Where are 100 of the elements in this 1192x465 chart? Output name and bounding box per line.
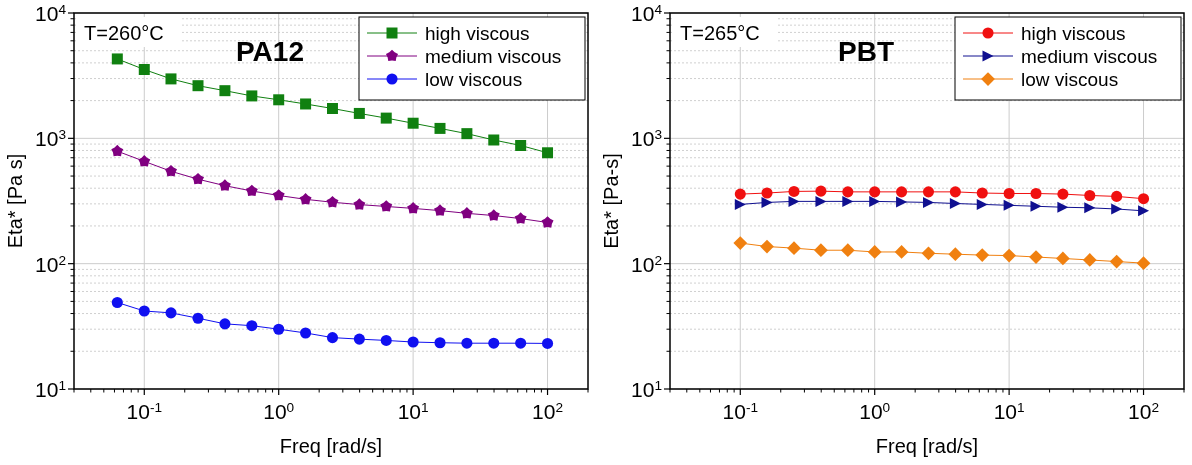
point bbox=[896, 196, 908, 208]
point bbox=[975, 248, 990, 262]
point bbox=[761, 196, 773, 208]
point bbox=[896, 186, 908, 198]
x-tick-label: 10$^{-1}$ bbox=[722, 399, 759, 423]
point bbox=[461, 337, 473, 349]
point bbox=[380, 200, 393, 212]
point bbox=[541, 337, 554, 349]
text: PA12 bbox=[236, 36, 304, 67]
point bbox=[842, 186, 854, 198]
point bbox=[407, 117, 419, 129]
point bbox=[1137, 193, 1150, 205]
annotation: T=260°C bbox=[84, 22, 164, 44]
point bbox=[1111, 190, 1123, 202]
point bbox=[514, 212, 527, 224]
point bbox=[1030, 200, 1042, 212]
point bbox=[815, 185, 827, 197]
y-axis-title: Eta* [Pa-s] bbox=[600, 153, 622, 249]
point bbox=[111, 296, 123, 309]
point bbox=[842, 195, 854, 207]
point bbox=[299, 193, 312, 205]
point bbox=[788, 185, 800, 197]
point bbox=[976, 198, 988, 210]
point bbox=[434, 122, 446, 134]
point bbox=[869, 186, 881, 198]
legend-label: medium viscous bbox=[425, 46, 562, 67]
point bbox=[1003, 199, 1015, 211]
point bbox=[733, 236, 748, 250]
point bbox=[380, 112, 392, 124]
point bbox=[761, 187, 773, 199]
point bbox=[218, 179, 231, 191]
x-tick-label: 10$^{1}$ bbox=[993, 399, 1025, 423]
point bbox=[192, 312, 204, 324]
point bbox=[1057, 188, 1069, 200]
y-axis-title: Eta* [Pa s] bbox=[4, 153, 26, 249]
point bbox=[1003, 187, 1015, 200]
point bbox=[165, 73, 177, 85]
legend-label: low viscous bbox=[1021, 69, 1119, 90]
legend-label: high viscous bbox=[1021, 23, 1126, 44]
point bbox=[1082, 253, 1097, 267]
x-tick-label: 10$^{2}$ bbox=[1128, 399, 1160, 423]
point bbox=[1084, 202, 1096, 214]
point bbox=[138, 64, 150, 76]
point bbox=[380, 334, 392, 346]
point bbox=[273, 323, 285, 335]
y-tick-label: 10$^{1}$ bbox=[35, 377, 66, 401]
point bbox=[461, 128, 473, 140]
y-tick-label: 10$^{4}$ bbox=[631, 1, 663, 25]
point bbox=[353, 333, 365, 345]
x-tick-label: 10$^{1}$ bbox=[397, 399, 429, 423]
point bbox=[515, 139, 527, 151]
point bbox=[300, 98, 312, 110]
point bbox=[867, 245, 882, 259]
point bbox=[164, 164, 178, 177]
point bbox=[840, 243, 855, 258]
annotation: T=265°C bbox=[680, 22, 760, 44]
point bbox=[460, 207, 473, 219]
point bbox=[326, 332, 339, 344]
y-tick-label: 10$^{3}$ bbox=[631, 126, 662, 151]
x-axis-title: Freq [rad/s] bbox=[875, 435, 979, 457]
legend-label: low viscous bbox=[425, 69, 523, 90]
point bbox=[760, 239, 774, 254]
point bbox=[1056, 251, 1070, 266]
point bbox=[246, 320, 258, 332]
text: PBT bbox=[838, 36, 894, 67]
point bbox=[1111, 203, 1123, 215]
point bbox=[138, 155, 151, 167]
point bbox=[921, 246, 936, 261]
point bbox=[1136, 256, 1151, 270]
point bbox=[976, 187, 988, 199]
x-tick-label: 10$^{0}$ bbox=[859, 399, 891, 423]
point bbox=[1084, 189, 1096, 202]
point bbox=[300, 327, 312, 339]
point bbox=[111, 144, 124, 157]
point bbox=[273, 94, 285, 106]
point bbox=[734, 188, 746, 200]
point bbox=[734, 198, 746, 210]
point bbox=[787, 241, 801, 256]
y-tick-label: 10$^{1}$ bbox=[631, 377, 662, 401]
x-tick-label: 10$^{0}$ bbox=[263, 399, 295, 423]
point bbox=[245, 184, 258, 197]
point bbox=[165, 307, 177, 319]
point bbox=[1057, 201, 1069, 213]
point bbox=[788, 195, 800, 207]
point bbox=[542, 147, 554, 159]
point bbox=[948, 247, 963, 262]
point bbox=[541, 216, 554, 228]
point bbox=[949, 198, 961, 210]
point bbox=[219, 318, 231, 330]
point bbox=[433, 204, 447, 216]
y-tick-label: 10$^{2}$ bbox=[35, 252, 66, 276]
point bbox=[815, 195, 827, 207]
point bbox=[488, 337, 500, 349]
point bbox=[949, 186, 961, 198]
point bbox=[246, 90, 258, 102]
point bbox=[191, 172, 205, 185]
point bbox=[326, 103, 338, 114]
point bbox=[353, 107, 365, 119]
y-tick-label: 10$^{2}$ bbox=[631, 252, 662, 276]
point bbox=[192, 80, 204, 92]
